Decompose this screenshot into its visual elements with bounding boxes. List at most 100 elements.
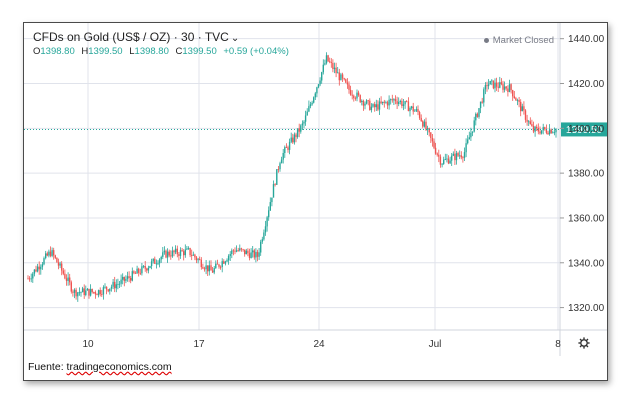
candle-body: [487, 84, 490, 87]
candle-body: [244, 249, 246, 255]
candle-body: [417, 109, 419, 112]
candle-body: [272, 184, 275, 198]
candle-body: [441, 163, 443, 165]
y-tick-label: 1400.00: [568, 124, 605, 135]
candle-body: [57, 262, 60, 266]
candle-body: [142, 266, 145, 267]
candle-body: [430, 132, 432, 138]
candle-body: [292, 137, 294, 143]
candle-body: [375, 104, 377, 108]
candle-body: [428, 128, 430, 133]
candle-body: [479, 101, 482, 109]
candle-body: [247, 250, 249, 254]
candle-body: [523, 106, 525, 111]
candle-body: [197, 259, 199, 261]
candle-body: [54, 255, 56, 258]
candle-body: [537, 128, 539, 132]
candle-body: [393, 99, 395, 101]
candle-body: [49, 251, 52, 256]
candle-body: [406, 101, 408, 102]
candle-body: [386, 102, 389, 106]
candle-body: [141, 266, 143, 274]
candle-body: [322, 64, 324, 73]
price-chart[interactable]: 1399.50 1320.00 1340.00 1360.00 1380.00 1400.…: [24, 23, 607, 356]
candle-body: [359, 95, 361, 103]
candle-body: [269, 202, 271, 211]
candle-body: [304, 115, 307, 122]
candle-body: [438, 154, 440, 157]
candle-body: [287, 147, 289, 150]
chart-area[interactable]: 1399.50 1320.00 1340.00 1360.00 1380.00 1400.…: [24, 23, 607, 356]
candle-body: [35, 269, 37, 272]
gear-icon-tooth: [579, 345, 582, 348]
candle-body: [146, 268, 148, 271]
candle-body: [158, 259, 161, 264]
candle-body: [388, 99, 390, 106]
candle-body: [112, 281, 114, 287]
candle-body: [471, 131, 474, 133]
candle-body: [178, 254, 180, 256]
candle-body: [276, 169, 278, 185]
candle-body: [43, 258, 45, 265]
symbol-title[interactable]: CFDs on Gold (US$ / OZ) · 30 · TVC: [33, 30, 229, 44]
candle-body: [120, 279, 122, 284]
candle-body: [138, 268, 140, 273]
candle-body: [356, 92, 358, 99]
candle-body: [215, 263, 217, 269]
candle-body: [219, 266, 222, 268]
candle-body: [545, 129, 548, 133]
chevron-down-icon[interactable]: ⌄: [230, 33, 240, 44]
candle-body: [478, 108, 480, 117]
candle-body: [520, 101, 522, 112]
candle-body: [70, 282, 72, 292]
candle-body: [508, 84, 511, 92]
candle-body: [357, 92, 360, 96]
candle-body: [104, 286, 106, 288]
candle-body: [492, 80, 495, 89]
candle-body: [96, 294, 98, 296]
candle-body: [221, 261, 223, 267]
candle-body: [91, 288, 93, 292]
candle-body: [425, 121, 427, 130]
candle-body: [187, 248, 190, 249]
candle-body: [439, 156, 442, 165]
candle-body: [280, 159, 283, 164]
low-value: 1398.80: [134, 46, 169, 57]
candle-body: [271, 197, 273, 203]
candle-body: [114, 281, 116, 289]
candle-body: [470, 132, 472, 138]
candle-body: [534, 126, 536, 132]
candle-body: [426, 128, 429, 130]
candle-body: [407, 101, 410, 112]
candle-body: [51, 250, 53, 256]
candle-body: [329, 61, 331, 63]
candle-body: [85, 290, 87, 295]
candle-body: [529, 121, 531, 125]
candle-body: [467, 139, 469, 144]
candle-body: [203, 268, 206, 270]
candle-body: [93, 292, 95, 293]
gear-icon[interactable]: [580, 339, 588, 347]
candle-body: [353, 95, 355, 99]
candle-body: [218, 264, 220, 267]
candle-body: [415, 109, 418, 111]
candle-body: [309, 104, 312, 107]
candle-body: [102, 287, 105, 295]
candle-body: [40, 266, 42, 270]
candle-body: [468, 137, 470, 140]
source-link[interactable]: tradingeconomics.com: [66, 361, 172, 373]
chart-header[interactable]: CFDs on Gold (US$ / OZ) · 30 · TVC ⌄: [33, 30, 239, 44]
candle-body: [229, 254, 231, 256]
candle-body: [258, 252, 260, 257]
candle-body: [340, 74, 342, 81]
candle-body: [165, 250, 167, 258]
candle-body: [227, 256, 230, 261]
market-status: Market Closed: [483, 35, 554, 46]
candle-body: [354, 98, 357, 99]
candle-body: [277, 169, 280, 170]
candle-body: [382, 101, 384, 104]
market-status-text: Market Closed: [492, 35, 554, 46]
candle-body: [306, 111, 308, 116]
candle-body: [462, 157, 464, 159]
candle-body: [213, 268, 215, 273]
